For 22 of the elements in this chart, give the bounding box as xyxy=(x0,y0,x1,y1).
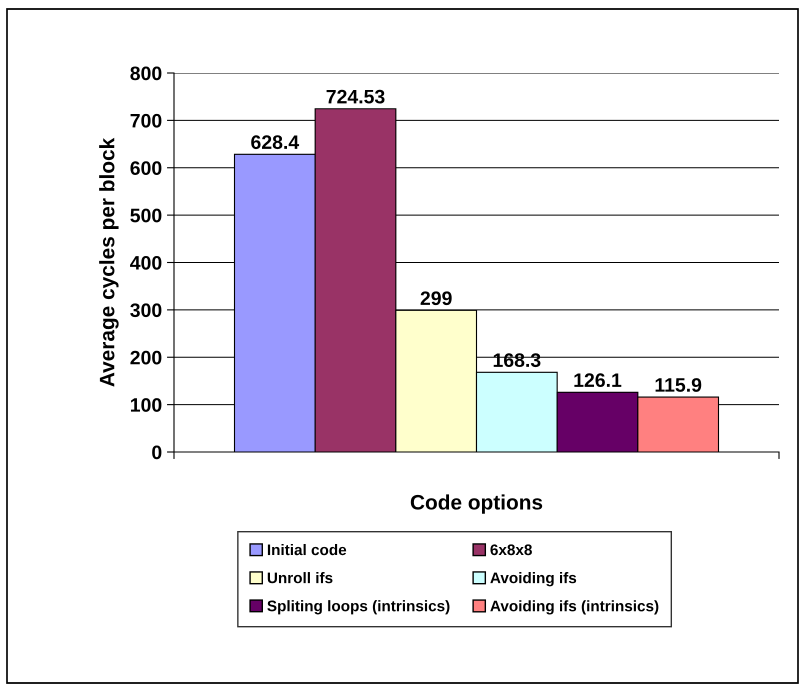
y-axis-title: Average cycles per block xyxy=(99,138,119,387)
y-tick-label: 500 xyxy=(130,208,162,222)
y-tick-label: 600 xyxy=(130,161,162,175)
x-axis-title: Code options xyxy=(410,494,542,514)
y-tick-label: 0 xyxy=(152,445,162,460)
y-tick-label: 700 xyxy=(130,114,162,128)
legend-label: Spliting loops (intrinsics) xyxy=(267,600,450,614)
y-tick-label: 100 xyxy=(130,398,162,412)
legend-label: Avoiding ifs xyxy=(490,572,576,586)
data-label: 126.1 xyxy=(574,373,622,388)
data-label: 115.9 xyxy=(656,378,702,392)
legend-label: Avoiding ifs (intrinsics) xyxy=(490,600,658,615)
legend-label: Unroll ifs xyxy=(268,572,332,584)
data-label: 724.53 xyxy=(326,90,385,104)
legend-label: 6x8x8 xyxy=(490,544,532,556)
legend-label: Initial code xyxy=(268,544,346,556)
data-label: 628.4 xyxy=(251,135,300,150)
y-tick-label: 200 xyxy=(130,350,162,364)
y-tick-label: 800 xyxy=(130,66,162,80)
y-tick-label: 300 xyxy=(130,303,162,318)
data-label: 299 xyxy=(420,291,452,306)
y-tick-label: 400 xyxy=(130,256,162,270)
